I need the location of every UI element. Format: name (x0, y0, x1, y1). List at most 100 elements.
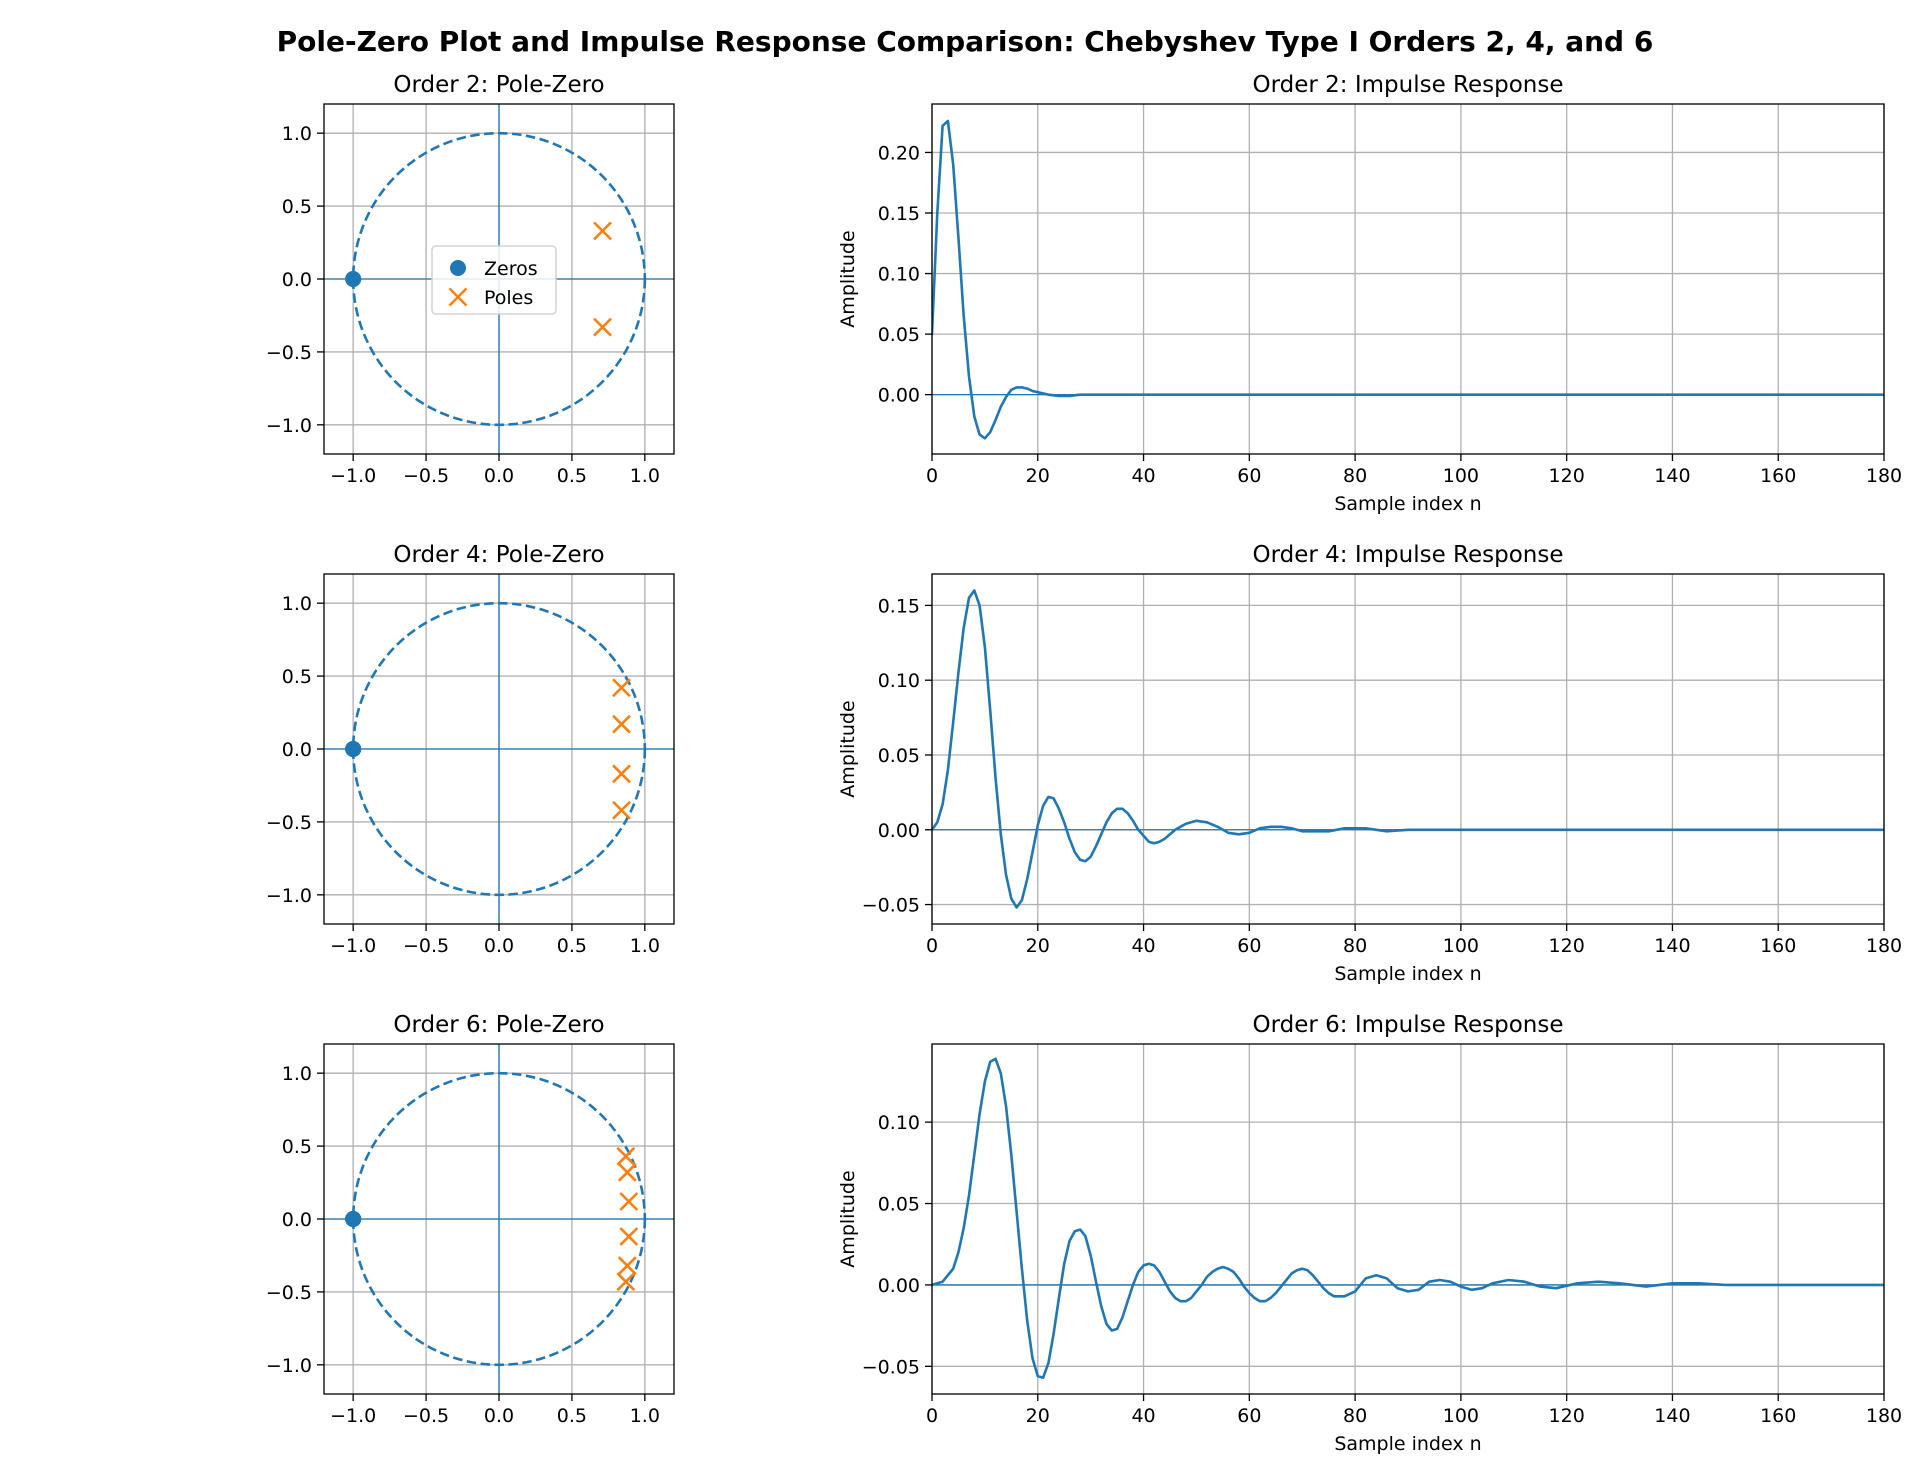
x-tick-label: 160 (1760, 465, 1796, 487)
plot-area (324, 574, 674, 924)
y-tick-label: −0.05 (862, 1356, 920, 1378)
axes-frame (323, 103, 675, 455)
y-tick-label: 0.10 (878, 264, 920, 286)
unit-circle (351, 131, 647, 427)
zero-marker (345, 271, 362, 287)
x-tick-label: 40 (1131, 465, 1155, 487)
y-tick-label: 0.5 (282, 1136, 312, 1158)
x-tick-label: 20 (1026, 935, 1050, 957)
x-tick-label: 1.0 (630, 1405, 660, 1427)
legend-label: Zeros (484, 258, 538, 280)
pole-marker-stroke (612, 678, 631, 698)
x-tick-label: 180 (1866, 935, 1902, 957)
x-tick-label: 100 (1443, 935, 1479, 957)
y-tick-label: 0.15 (878, 595, 920, 617)
y-tick-label: 0.00 (878, 820, 920, 842)
axes-frame (931, 1043, 1885, 1395)
x-tick-label: 80 (1343, 935, 1367, 957)
pole-marker (612, 678, 631, 698)
x-tick-label: 140 (1654, 935, 1690, 957)
x-tick-label: −1.0 (330, 935, 376, 957)
y-tick-label: 0.5 (282, 196, 312, 218)
pole-marker (617, 1256, 637, 1276)
subplot-title: Order 2: Pole-Zero (393, 72, 604, 98)
y-axis-label: Amplitude (837, 700, 859, 797)
x-tick-label: 180 (1866, 465, 1902, 487)
unit-circle (351, 601, 647, 897)
x-tick-label: 20 (1026, 1405, 1050, 1427)
x-tick-label: −0.5 (403, 465, 449, 487)
y-tick-label: 0.00 (878, 385, 920, 407)
y-axis-label: Amplitude (837, 1170, 859, 1267)
x-axis-label: Sample index n (1334, 963, 1481, 985)
x-axis-label: Sample index n (1334, 1433, 1481, 1455)
pole-marker (612, 764, 631, 784)
y-tick-label: 0.0 (282, 1209, 312, 1231)
y-tick-label: 0.5 (282, 666, 312, 688)
legend: Zeros Poles (431, 245, 557, 315)
x-tick-label: 160 (1760, 935, 1796, 957)
x-tick-label: −1.0 (330, 465, 376, 487)
subplot-4: 0 20 40 60 80 100 120 140 160 180 −0.05 0.00 0.05 0.1… (837, 542, 1902, 985)
pole-marker (619, 1192, 639, 1211)
subplot-title: Order 4: Impulse Response (1252, 542, 1563, 568)
x-tick-label: 0 (926, 935, 938, 957)
subplot-1: −1.0 −0.5 0.0 0.5 1.0 −1.0 −0.5 0.0 0.5 1.0 Order … (266, 72, 675, 487)
plot-area (932, 589, 1884, 909)
legend-label: Poles (484, 287, 533, 309)
subplot-title: Order 6: Pole-Zero (393, 1012, 604, 1038)
y-tick-label: 0.0 (282, 739, 312, 761)
pole-marker-stroke (593, 221, 612, 241)
x-tick-label: 40 (1131, 1405, 1155, 1427)
pole-marker-stroke (619, 1227, 639, 1246)
y-tick-label: 0.05 (878, 324, 920, 346)
pole-marker (619, 1227, 639, 1246)
y-tick-label: −0.5 (266, 342, 312, 364)
y-tick-label: 0.0 (282, 269, 312, 291)
legend-zero-marker (450, 260, 466, 276)
subplot-2: 0 20 40 60 80 100 120 140 160 180 0.00 0.05 0.10 0.15… (837, 72, 1902, 515)
subplot-title: Order 2: Impulse Response (1252, 72, 1563, 98)
impulse-response-line (932, 119, 1884, 440)
x-tick-label: 140 (1654, 1405, 1690, 1427)
x-tick-label: 0.5 (557, 935, 587, 957)
pole-marker-stroke (593, 317, 612, 337)
figure-title: Pole-Zero Plot and Impulse Response Comp… (277, 25, 1654, 58)
legend-pole-stroke (448, 287, 468, 307)
plot-area (932, 119, 1884, 440)
x-tick-label: 60 (1237, 1405, 1261, 1427)
x-tick-label: 80 (1343, 465, 1367, 487)
axes-frame (931, 103, 1885, 455)
plot-area (324, 1044, 674, 1394)
x-tick-label: 120 (1549, 465, 1585, 487)
x-tick-label: 0.0 (484, 465, 514, 487)
x-tick-label: −0.5 (403, 935, 449, 957)
pole-marker-stroke (616, 1146, 636, 1166)
x-tick-label: −1.0 (330, 1405, 376, 1427)
x-tick-label: 0 (926, 1405, 938, 1427)
x-tick-label: 0.0 (484, 1405, 514, 1427)
x-tick-label: 160 (1760, 1405, 1796, 1427)
x-tick-label: 60 (1237, 935, 1261, 957)
y-tick-label: −1.0 (266, 1355, 312, 1377)
y-tick-label: 0.15 (878, 203, 920, 225)
pole-marker (616, 1272, 636, 1292)
zero-marker (345, 741, 362, 757)
subplot-title: Order 4: Pole-Zero (393, 542, 604, 568)
pole-marker (593, 317, 612, 337)
subplot-title: Order 6: Impulse Response (1252, 1012, 1563, 1038)
y-tick-label: 1.0 (282, 1063, 312, 1085)
x-tick-label: 0.5 (557, 465, 587, 487)
pole-marker (617, 1162, 637, 1182)
x-tick-label: 180 (1866, 1405, 1902, 1427)
impulse-response-line (932, 589, 1884, 909)
x-tick-label: 80 (1343, 1405, 1367, 1427)
x-tick-label: 0.0 (484, 935, 514, 957)
y-tick-label: −0.5 (266, 1282, 312, 1304)
unit-circle (351, 1071, 647, 1367)
x-tick-label: −0.5 (403, 1405, 449, 1427)
axes-frame (323, 1043, 675, 1395)
pole-marker-stroke (619, 1192, 639, 1211)
